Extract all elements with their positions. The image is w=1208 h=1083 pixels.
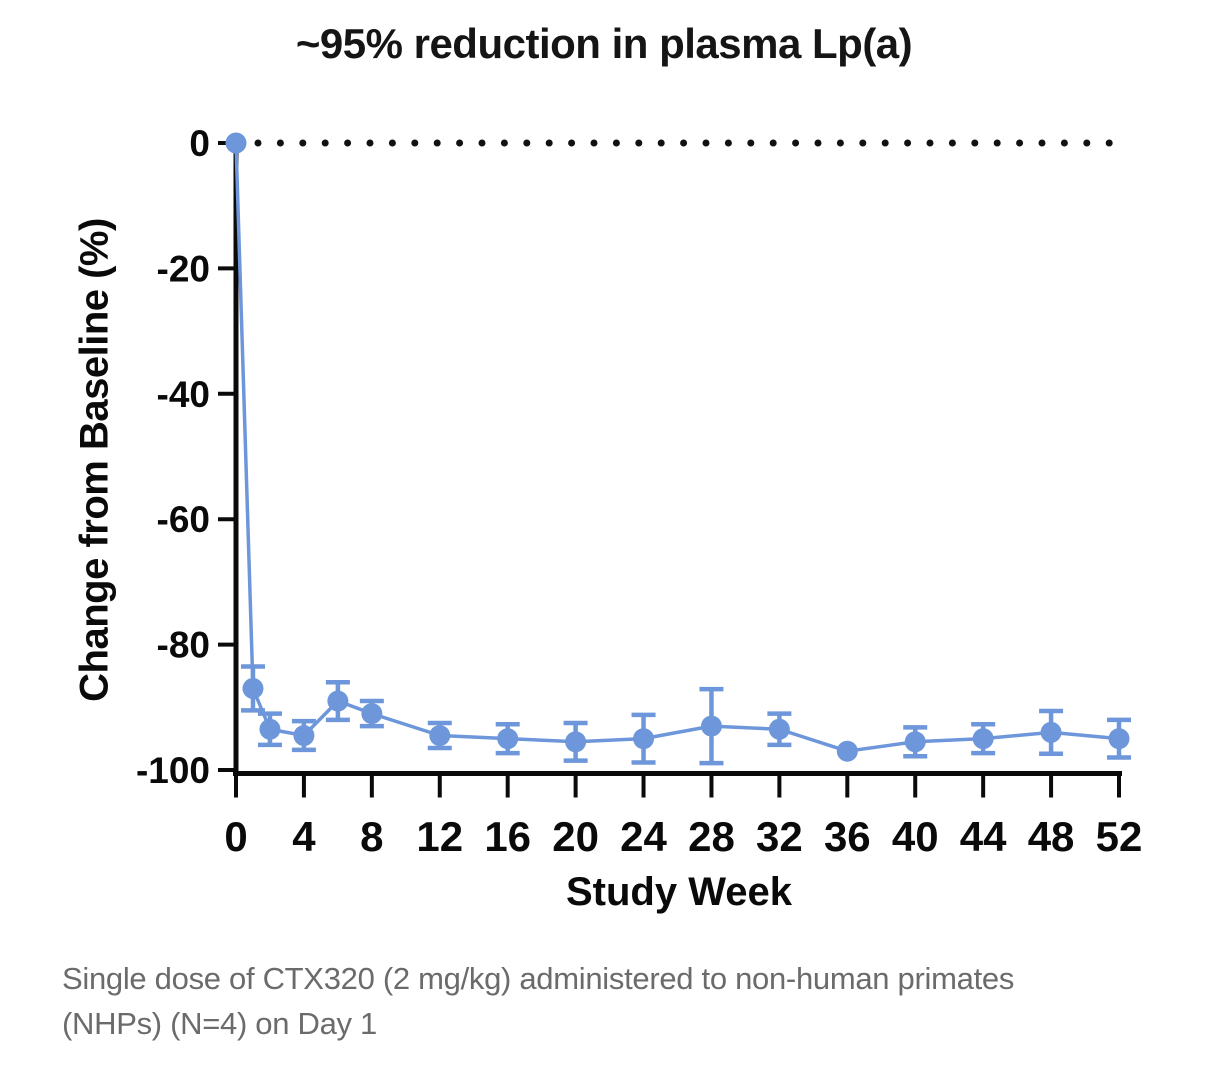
series-line xyxy=(234,142,1120,753)
x-tick-label: 28 xyxy=(688,813,735,860)
x-tick-label: 16 xyxy=(484,813,531,860)
y-tick-label: 0 xyxy=(189,123,210,164)
data-point-marker xyxy=(429,725,451,747)
x-tick-label: 48 xyxy=(1028,813,1075,860)
data-point-marker xyxy=(768,718,790,740)
caption-line-2: (NHPs) (N=4) on Day 1 xyxy=(62,1006,377,1041)
y-tick-label: -80 xyxy=(157,625,210,666)
data-point-marker xyxy=(565,731,587,753)
x-tick-label: 4 xyxy=(292,813,316,860)
chart-title: ~95% reduction in plasma Lp(a) xyxy=(295,20,913,67)
y-tick-label: -40 xyxy=(157,374,210,415)
data-point-marker xyxy=(700,715,722,737)
caption-line-1: Single dose of CTX320 (2 mg/kg) administ… xyxy=(62,961,1015,996)
x-tick-label: 44 xyxy=(960,813,1007,860)
data-point-marker xyxy=(327,690,349,712)
y-tick-label: -100 xyxy=(136,750,210,791)
x-axis-title: Study Week xyxy=(566,870,792,914)
x-tick-label: 20 xyxy=(552,813,599,860)
y-tick-label: -60 xyxy=(157,499,210,540)
data-point-marker xyxy=(1040,721,1062,743)
x-tick-label: 40 xyxy=(892,813,939,860)
data-point-marker xyxy=(836,740,858,762)
x-tick-label: 52 xyxy=(1096,813,1143,860)
data-point-marker xyxy=(497,728,519,750)
x-tick-label: 36 xyxy=(824,813,871,860)
data-point-marker xyxy=(293,725,315,747)
data-point-marker xyxy=(225,132,247,154)
x-tick-label: 0 xyxy=(224,813,247,860)
x-tick-label: 24 xyxy=(620,813,667,860)
data-point-marker xyxy=(242,677,264,699)
y-tick-label: -20 xyxy=(157,248,210,289)
data-point-marker xyxy=(1108,728,1130,750)
x-tick-label: 8 xyxy=(360,813,383,860)
x-tick-label: 32 xyxy=(756,813,803,860)
data-point-marker xyxy=(361,703,383,725)
data-point-marker xyxy=(904,731,926,753)
y-axis-title: Change from Baseline (%) xyxy=(72,218,117,702)
data-point-marker xyxy=(633,728,655,750)
x-tick-label: 12 xyxy=(416,813,463,860)
data-point-marker xyxy=(259,718,281,740)
data-point-marker xyxy=(972,728,994,750)
caption-text: Single dose of CTX320 (2 mg/kg) administ… xyxy=(62,956,1182,1046)
